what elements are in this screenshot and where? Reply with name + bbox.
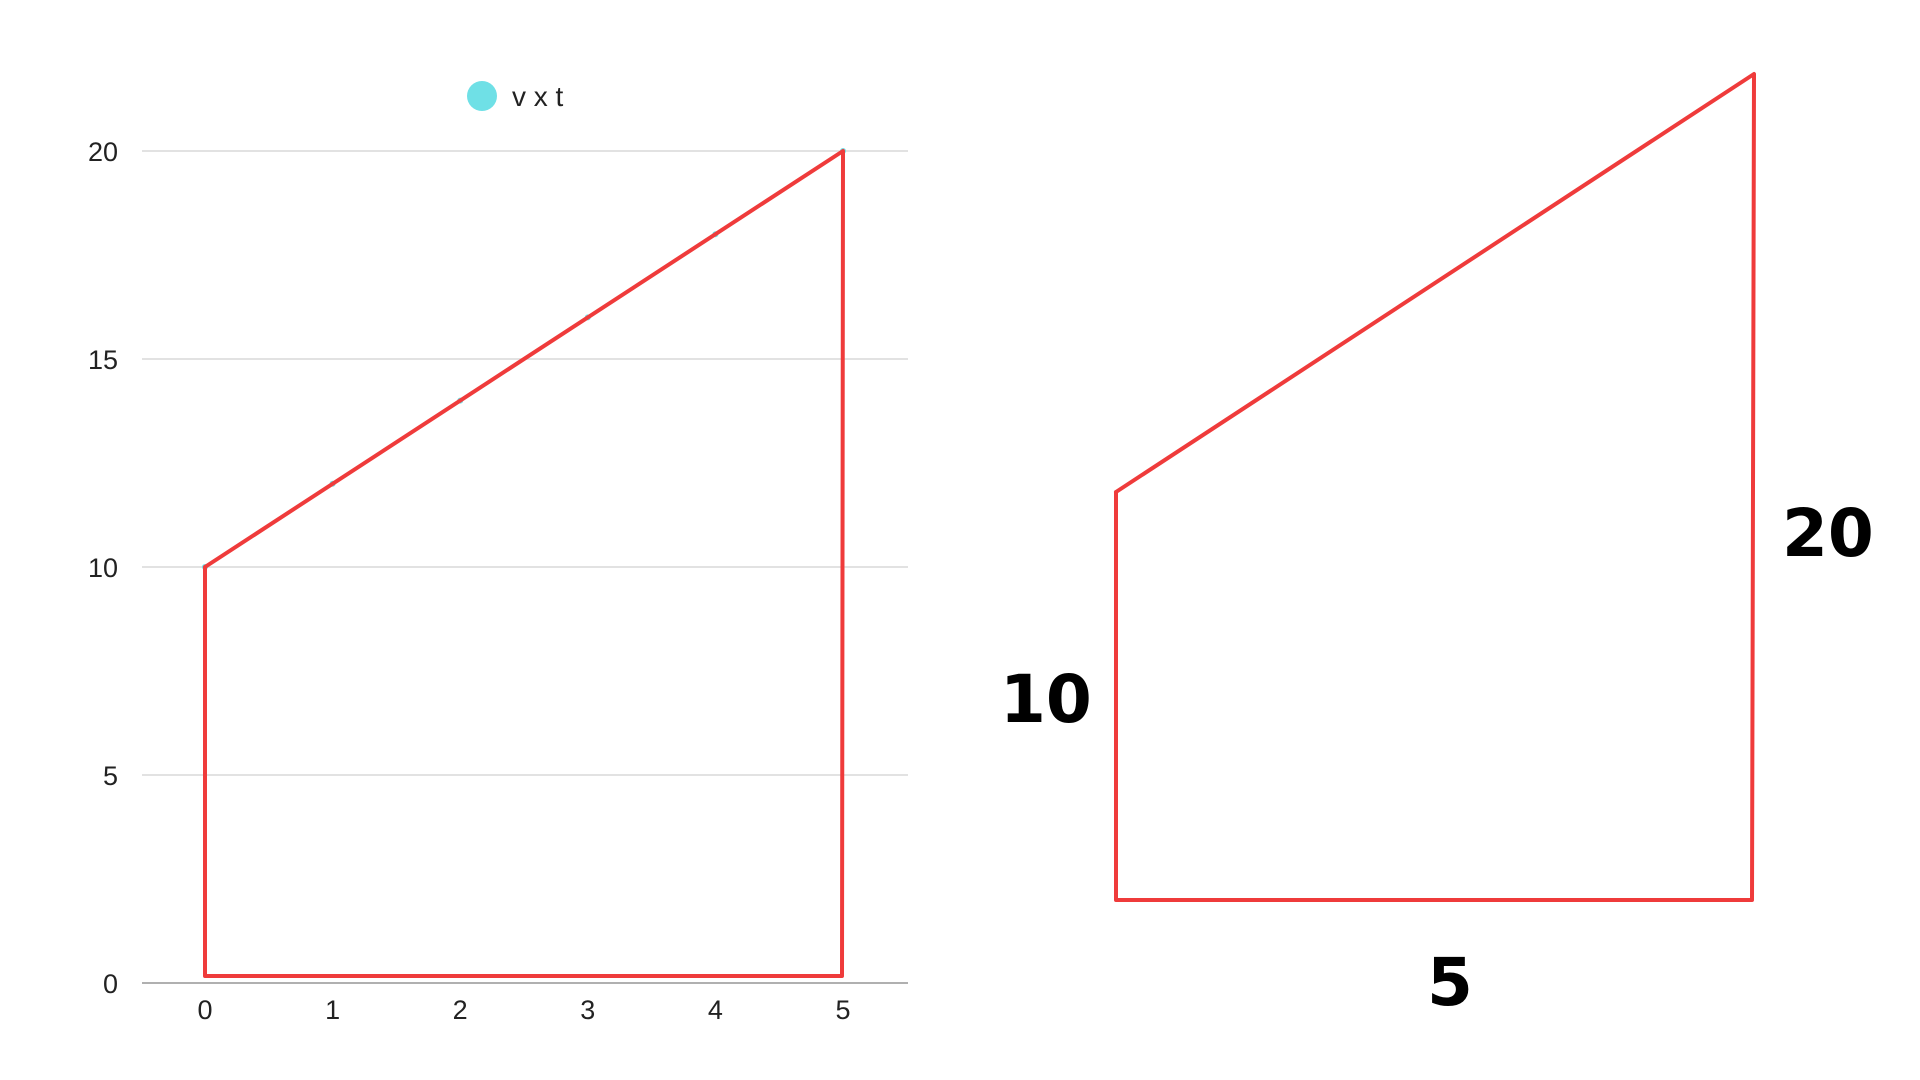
base-label: 5 <box>1427 944 1473 1021</box>
x-tick-label-5: 5 <box>835 995 850 1025</box>
legend: v x t <box>467 81 564 112</box>
legend-label-v-x-t: v x t <box>512 81 564 112</box>
left-side-label: 10 <box>1000 661 1092 738</box>
area-trapezoid-outline <box>203 149 845 978</box>
trapezoid-diagram: 10 20 5 <box>1000 72 1874 1021</box>
grid-lines <box>142 150 908 776</box>
right-side-label: 20 <box>1782 495 1874 572</box>
y-tick-label-5: 5 <box>103 761 118 791</box>
x-tick-label-1: 1 <box>325 995 340 1025</box>
y-tick-labels: 0 5 10 15 20 <box>88 137 118 999</box>
y-tick-label-20: 20 <box>88 137 118 167</box>
x-tick-labels: 0 1 2 3 4 5 <box>197 995 850 1025</box>
velocity-time-chart: 0 5 10 15 20 0 1 2 3 4 5 v x t <box>88 81 908 1025</box>
trapezoid-outline <box>1114 72 1756 902</box>
area-outline <box>203 149 845 978</box>
y-tick-label-10: 10 <box>88 553 118 583</box>
x-tick-label-4: 4 <box>708 995 723 1025</box>
y-tick-label-0: 0 <box>103 969 118 999</box>
legend-swatch <box>467 81 497 111</box>
y-tick-label-15: 15 <box>88 345 118 375</box>
x-tick-label-3: 3 <box>580 995 595 1025</box>
x-tick-label-2: 2 <box>453 995 468 1025</box>
x-tick-label-0: 0 <box>197 995 212 1025</box>
